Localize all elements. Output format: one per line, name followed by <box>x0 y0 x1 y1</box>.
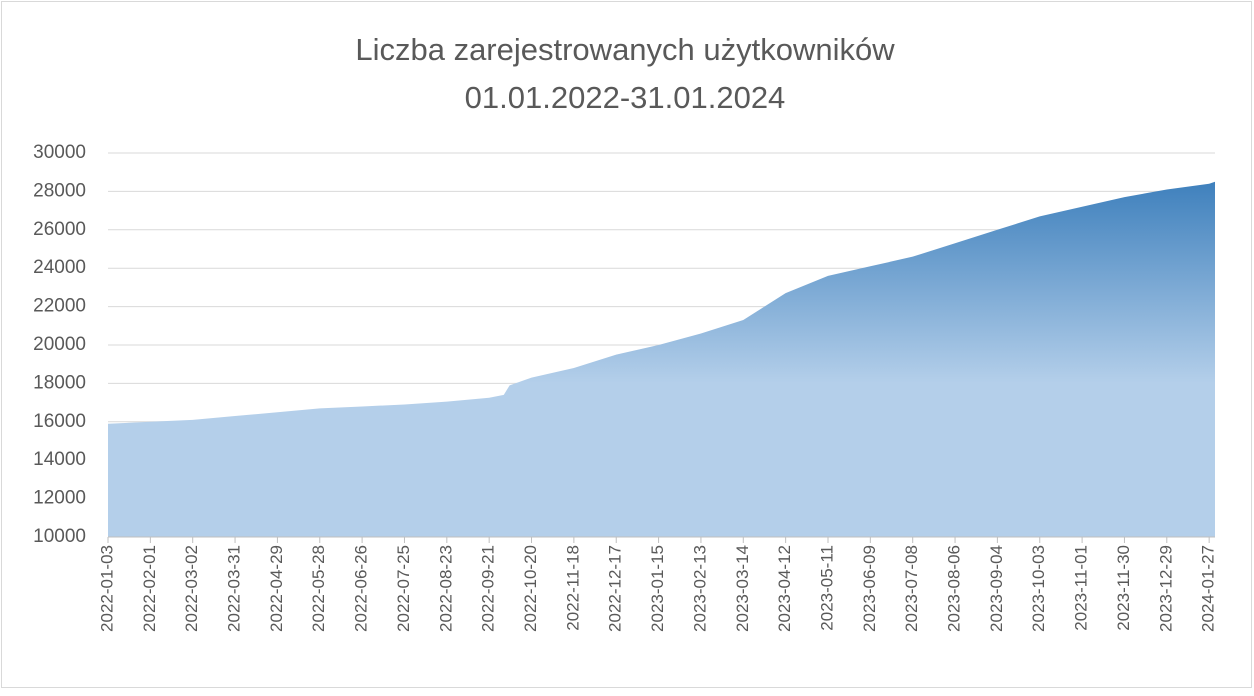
y-tick-label: 12000 <box>33 488 86 509</box>
chart-title: 01.01.2022-31.01.2024 <box>465 80 786 115</box>
x-tick-label: 2023-05-11 <box>817 545 836 631</box>
x-tick-label: 2022-06-26 <box>352 545 371 632</box>
y-tick-label: 18000 <box>33 372 86 393</box>
x-tick-label: 2023-01-15 <box>648 545 667 632</box>
x-tick-label: 2022-01-03 <box>97 545 116 632</box>
y-tick-label: 20000 <box>33 334 86 355</box>
x-tick-label: 2023-08-06 <box>945 545 964 632</box>
x-tick-label: 2023-04-12 <box>775 545 794 632</box>
x-tick-label: 2022-08-23 <box>436 545 455 632</box>
x-tick-label: 2022-02-01 <box>140 545 159 632</box>
y-tick-label: 28000 <box>33 180 86 201</box>
x-tick-label: 2022-05-28 <box>309 545 328 632</box>
x-tick-label: 2022-09-21 <box>479 545 498 632</box>
y-tick-label: 10000 <box>33 526 86 547</box>
x-tick-label: 2023-10-03 <box>1029 545 1048 632</box>
x-tick-label: 2023-06-09 <box>860 545 879 632</box>
x-tick-label: 2023-09-04 <box>987 545 1006 632</box>
x-tick-label: 2023-11-30 <box>1114 545 1133 631</box>
x-tick-label: 2023-03-14 <box>733 545 752 632</box>
y-tick-label: 24000 <box>33 257 86 278</box>
x-tick-label: 2023-12-29 <box>1156 545 1175 632</box>
x-tick-label: 2022-04-29 <box>267 545 286 632</box>
y-tick-label: 26000 <box>33 219 86 240</box>
x-tick-label: 2023-02-13 <box>690 545 709 632</box>
y-tick-label: 30000 <box>33 142 86 163</box>
chart-title: Liczba zarejestrowanych użytkowników <box>355 32 895 67</box>
x-tick-label: 2022-03-31 <box>225 545 244 632</box>
x-tick-label: 2022-10-20 <box>521 545 540 632</box>
x-tick-label: 2022-07-25 <box>394 545 413 632</box>
x-tick-label: 2023-07-08 <box>902 545 921 632</box>
area <box>108 181 1215 538</box>
y-tick-label: 16000 <box>33 411 86 432</box>
y-tick-label: 14000 <box>33 449 86 470</box>
x-tick-label: 2022-03-02 <box>182 545 201 632</box>
y-tick-label: 22000 <box>33 296 86 317</box>
x-tick-label: 2023-11-01 <box>1072 545 1091 631</box>
x-tick-label: 2024-01-27 <box>1199 545 1218 632</box>
x-tick-label: 2022-11-18 <box>563 545 582 631</box>
x-tick-label: 2022-12-17 <box>606 545 625 632</box>
